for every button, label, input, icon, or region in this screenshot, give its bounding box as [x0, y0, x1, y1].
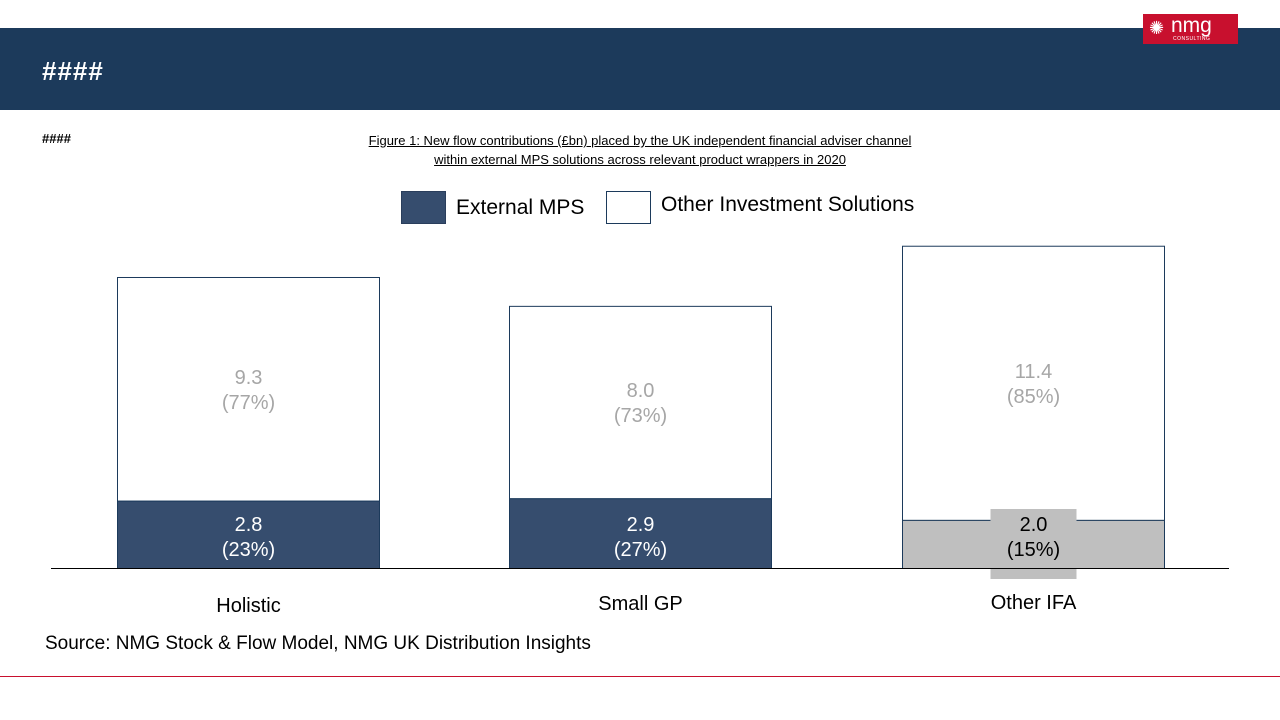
- share-label-mps-other-ifa: (15%): [1007, 539, 1060, 561]
- category-label-small-gp: Small GP: [598, 593, 682, 615]
- data-label-mps-other-ifa: 2.0: [1020, 514, 1048, 536]
- footer-divider: [0, 676, 1280, 677]
- header-bar: [0, 28, 1280, 110]
- logo-subtext: CONSULTING: [1173, 36, 1211, 42]
- legend-swatch-other-investment: [606, 191, 651, 224]
- bar-mps-holistic: [117, 500, 380, 569]
- share-label-mps-small-gp: (27%): [614, 539, 667, 561]
- category-label-holistic: Holistic: [216, 595, 280, 617]
- highlight-callout-other-ifa: [990, 509, 1077, 579]
- legend-label-external-mps: External MPS: [456, 196, 585, 219]
- share-label-other-small-gp: (73%): [614, 405, 667, 427]
- data-label-mps-small-gp: 2.9: [627, 514, 655, 536]
- data-label-mps-holistic: 2.8: [235, 514, 263, 536]
- legend-swatch-external-mps: [401, 191, 446, 224]
- share-label-other-holistic: (77%): [222, 392, 275, 414]
- logo-text: nmg: [1171, 14, 1212, 37]
- legend-label-other-investment: Other Investment Solutions: [661, 193, 915, 216]
- bar-other-holistic: [117, 276, 380, 502]
- data-label-other-other-ifa: 11.4: [1015, 361, 1052, 383]
- figure-title-line-1: Figure 1: New flow contributions (£bn) p…: [368, 133, 912, 148]
- logo-sun-icon: ✺: [1149, 18, 1165, 38]
- subheading: ####: [42, 131, 71, 146]
- bar-mps-small-gp: [509, 498, 772, 570]
- source-note: Source: NMG Stock & Flow Model, NMG UK D…: [45, 633, 591, 654]
- data-label-other-holistic: 9.3: [235, 367, 263, 389]
- figure-title: Figure 1: New flow contributions (£bn) p…: [300, 131, 980, 169]
- data-label-other-small-gp: 8.0: [627, 380, 655, 402]
- share-label-mps-holistic: (23%): [222, 539, 275, 561]
- bar-other-other-ifa: [902, 245, 1165, 521]
- nmg-logo: ✺ nmg CONSULTING: [1143, 14, 1238, 44]
- page-title: ####: [42, 56, 104, 86]
- share-label-other-other-ifa: (85%): [1007, 386, 1060, 408]
- figure-title-line-2: within external MPS solutions across rel…: [434, 152, 846, 167]
- bar-other-small-gp: [509, 305, 772, 500]
- category-label-other-ifa: Other IFA: [991, 592, 1077, 614]
